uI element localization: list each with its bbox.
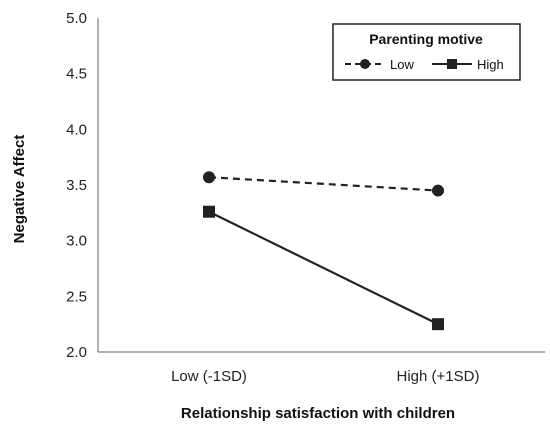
y-tick-label: 2.5 bbox=[66, 288, 87, 305]
y-tick-label: 4.0 bbox=[66, 121, 87, 138]
legend-box bbox=[332, 23, 521, 81]
legend-marker-low bbox=[360, 59, 370, 69]
data-point-high bbox=[432, 318, 444, 331]
legend-title: Parenting motive bbox=[369, 31, 483, 47]
legend-label-low: Low bbox=[390, 57, 414, 72]
x-tick-label: High (+1SD) bbox=[397, 368, 480, 385]
series-line-high bbox=[208, 210, 439, 326]
y-tick-label: 4.5 bbox=[66, 66, 87, 83]
y-axis-title: Negative Affect bbox=[11, 135, 28, 244]
data-point-low bbox=[432, 184, 444, 197]
y-tick-label: 5.0 bbox=[66, 10, 87, 27]
data-point-high bbox=[203, 205, 215, 218]
x-axis-title: Relationship satisfaction with children bbox=[181, 405, 455, 422]
y-tick-label: 3.0 bbox=[66, 233, 87, 250]
y-tick-label: 2.0 bbox=[66, 344, 87, 361]
y-tick-label: 3.5 bbox=[66, 177, 87, 194]
legend: Parenting motive Low High bbox=[332, 23, 521, 81]
legend-marker-high bbox=[447, 59, 457, 69]
data-point-low bbox=[203, 171, 215, 184]
legend-label-high: High bbox=[477, 57, 504, 72]
series-line-low bbox=[208, 176, 439, 192]
x-tick-label: Low (-1SD) bbox=[171, 368, 247, 385]
